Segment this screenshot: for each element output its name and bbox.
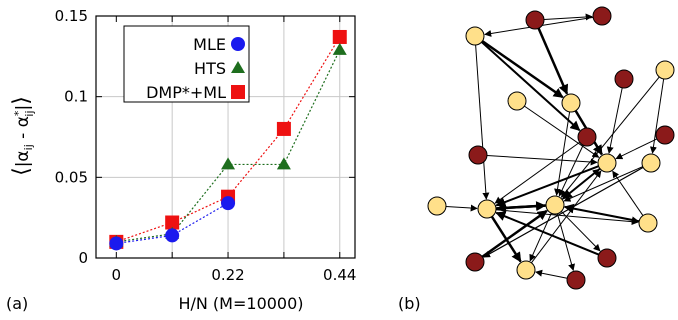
y-tick-label: 0: [78, 249, 88, 267]
legend: MLE HTS DMP*+ML: [123, 25, 250, 103]
network-edge: [481, 40, 564, 99]
network-edge: [495, 211, 600, 256]
network-node-dark: [592, 6, 612, 26]
y-tick-label: 0.15: [55, 7, 88, 25]
network-node-light: [465, 26, 485, 46]
y-tick-label: 0.05: [55, 168, 88, 186]
y-tick-label: 0.1: [64, 88, 88, 106]
x-tick-label: 0.44: [323, 266, 356, 284]
network-edge: [481, 41, 581, 132]
y-label-open: ⟨: [9, 167, 34, 176]
x-axis-label: H/N (M=10000): [178, 294, 303, 313]
y-label-bar2: |: [13, 105, 33, 111]
x-axis-ticks: 0 0.22 0.44: [112, 16, 356, 284]
y-label-alpha1: α: [13, 150, 33, 161]
network-edge: [561, 168, 600, 200]
data-point-circle: [165, 228, 180, 243]
data-point-square: [276, 121, 291, 136]
network-edge: [481, 209, 548, 258]
data-point-triangle: [332, 42, 347, 55]
x-tick-label: 0: [112, 266, 122, 284]
network-node-light: [427, 196, 447, 216]
network-edge: [495, 202, 547, 213]
network-node-light: [507, 91, 527, 111]
network-node-dark: [566, 270, 586, 290]
legend-items: MLE HTS DMP*+ML: [146, 35, 245, 102]
y-label-bar1: |: [13, 162, 33, 168]
network-edge: [494, 141, 580, 204]
network-node-dark: [465, 252, 485, 272]
network-edges: [445, 13, 665, 279]
y-axis-label: ⟨|αij - α*ij|⟩: [9, 96, 36, 176]
network-node-light: [638, 213, 658, 233]
legend-label: DMP*+ML: [146, 83, 226, 102]
legend-marker-triangle: [231, 61, 245, 73]
network-edge: [535, 269, 568, 279]
network-edge: [543, 13, 593, 21]
data-point-square: [165, 215, 180, 230]
data-point-circle: [221, 196, 236, 211]
network-node-light: [641, 153, 661, 173]
network-edge: [483, 166, 644, 258]
network-edge: [475, 44, 490, 200]
data-point-triangle: [276, 157, 291, 170]
network-edge: [524, 105, 600, 158]
network-edge: [495, 165, 599, 207]
network-edge: [612, 170, 644, 216]
network-node-light: [516, 260, 536, 280]
data-point-square: [332, 29, 347, 44]
network-node-dark: [597, 248, 617, 268]
network-edge: [560, 76, 660, 198]
network-edge: [615, 138, 658, 160]
y-label-sub1: ij: [22, 144, 35, 150]
network-edge: [490, 215, 522, 263]
legend-label: MLE: [193, 35, 226, 54]
legend-marker-circle: [231, 37, 245, 51]
network-node-dark: [525, 10, 545, 30]
y-label-sub2: ij: [23, 110, 36, 116]
legend-marker-square: [231, 85, 245, 99]
network-edge: [560, 211, 601, 252]
network-edge: [537, 27, 569, 95]
network-edge: [649, 78, 665, 154]
network-nodes: [427, 6, 675, 290]
panel-label-b: (b): [398, 294, 421, 313]
y-label-minus: -: [13, 127, 33, 144]
network-node-dark: [577, 127, 597, 147]
panel-label-a: (a): [6, 294, 28, 313]
data-point-circle: [109, 236, 124, 251]
y-label-alpha2: α: [13, 116, 33, 127]
network-edge: [531, 170, 602, 264]
data-point-triangle: [221, 157, 236, 170]
network-edge: [558, 144, 584, 197]
network-edge: [529, 213, 552, 262]
network-edge: [563, 203, 640, 223]
network-node-light: [597, 153, 617, 173]
network-node-light: [561, 93, 581, 113]
network-node-light: [477, 199, 497, 219]
network-node-light: [655, 60, 675, 80]
network-edge: [486, 155, 598, 166]
chart-panel-a: 0 0.22 0.44 0 0.05 0.1 0.15 MLE HTS DMP*+ML H/N…: [6, 7, 356, 313]
network-node-dark: [468, 145, 488, 165]
x-tick-label: 0.22: [211, 266, 244, 284]
network-edge: [445, 204, 478, 212]
network-node-dark: [655, 125, 675, 145]
network-node-light: [545, 195, 565, 215]
legend-box: [123, 25, 250, 103]
network-panel-b: (b): [398, 6, 675, 313]
plot-frame: [95, 15, 356, 259]
series-markers: [109, 29, 347, 251]
y-label-star: *: [12, 110, 25, 116]
network-edge: [563, 166, 643, 202]
legend-label: HTS: [194, 59, 226, 78]
network-node-dark: [614, 69, 634, 89]
y-label-close: ⟩: [9, 96, 34, 105]
y-axis-ticks: 0 0.05 0.1 0.15: [55, 7, 355, 267]
svg-text:⟨|αij - α*ij|⟩: ⟨|αij - α*ij|⟩: [9, 96, 36, 176]
network-edge: [606, 87, 623, 154]
